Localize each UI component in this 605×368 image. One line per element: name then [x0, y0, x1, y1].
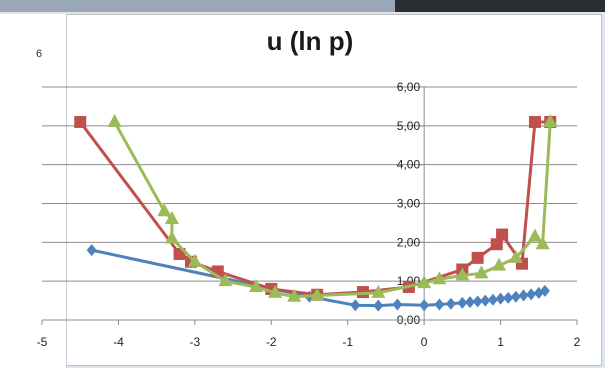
series-3-point: [310, 287, 325, 301]
x-tick-label: -2: [266, 335, 277, 349]
series-1-point: [419, 299, 430, 312]
series-1-point: [480, 294, 491, 307]
x-tick-label: 2: [574, 335, 581, 349]
x-tick-label: -4: [113, 335, 124, 349]
series-1-point: [86, 244, 97, 257]
series-1-point: [539, 284, 550, 297]
background-photo: [395, 0, 605, 12]
series-1-point: [465, 296, 475, 309]
series-3-point: [527, 228, 542, 242]
series-1-point: [487, 293, 498, 306]
x-tick-label: 1: [497, 335, 504, 349]
series-3-point: [164, 230, 179, 244]
series-3-point: [492, 257, 507, 271]
series-3-point: [417, 275, 432, 289]
series-1-point: [518, 289, 529, 302]
chart-frame: [18, 14, 602, 366]
series-3-point: [287, 288, 302, 302]
series-3-point: [164, 211, 179, 225]
series-2-point: [471, 251, 484, 264]
series-1-point: [495, 292, 506, 305]
series-3-point: [432, 271, 447, 285]
series-1-point: [445, 297, 456, 310]
series-1-point: [350, 299, 361, 312]
series-2-point: [490, 238, 503, 251]
y-tick-label: 6,00: [397, 80, 421, 94]
series-2-point: [496, 228, 509, 241]
series-2-point: [74, 115, 87, 128]
series-1-point: [434, 298, 445, 311]
series-3-point: [268, 284, 283, 298]
y-tick-label: 5,00: [397, 119, 421, 133]
series-3-point: [107, 113, 122, 127]
series-3-point: [455, 267, 470, 281]
series-3-point: [371, 284, 386, 298]
series-1-point: [503, 291, 514, 304]
series-3-point: [187, 253, 202, 267]
chart-title: u (ln p): [266, 26, 354, 56]
series-3-point: [535, 236, 550, 250]
series-1-point: [373, 299, 384, 312]
x-tick-label: -3: [190, 335, 201, 349]
y-tick-label: 2,00: [397, 235, 421, 249]
series-2-point: [528, 115, 541, 128]
series-1-point: [472, 295, 483, 308]
x-tick-label: -5: [37, 335, 48, 349]
y-tick-label: 3,00: [397, 197, 421, 211]
series-1-point: [510, 290, 521, 303]
series-3-point: [218, 273, 233, 287]
x-tick-label: 0: [421, 335, 428, 349]
side-panel: 6: [0, 14, 67, 368]
series-3-point: [249, 278, 263, 292]
page-number: 6: [36, 48, 43, 60]
series-3-point: [508, 249, 523, 263]
series-3-point: [157, 203, 172, 217]
series-1-point: [392, 298, 403, 311]
series-3-point: [474, 265, 489, 279]
x-tick-label: -1: [342, 335, 353, 349]
series-1-point: [526, 288, 537, 301]
y-tick-label: 4,00: [397, 158, 421, 172]
series-1-point: [457, 296, 468, 309]
series-3-point: [543, 113, 558, 127]
